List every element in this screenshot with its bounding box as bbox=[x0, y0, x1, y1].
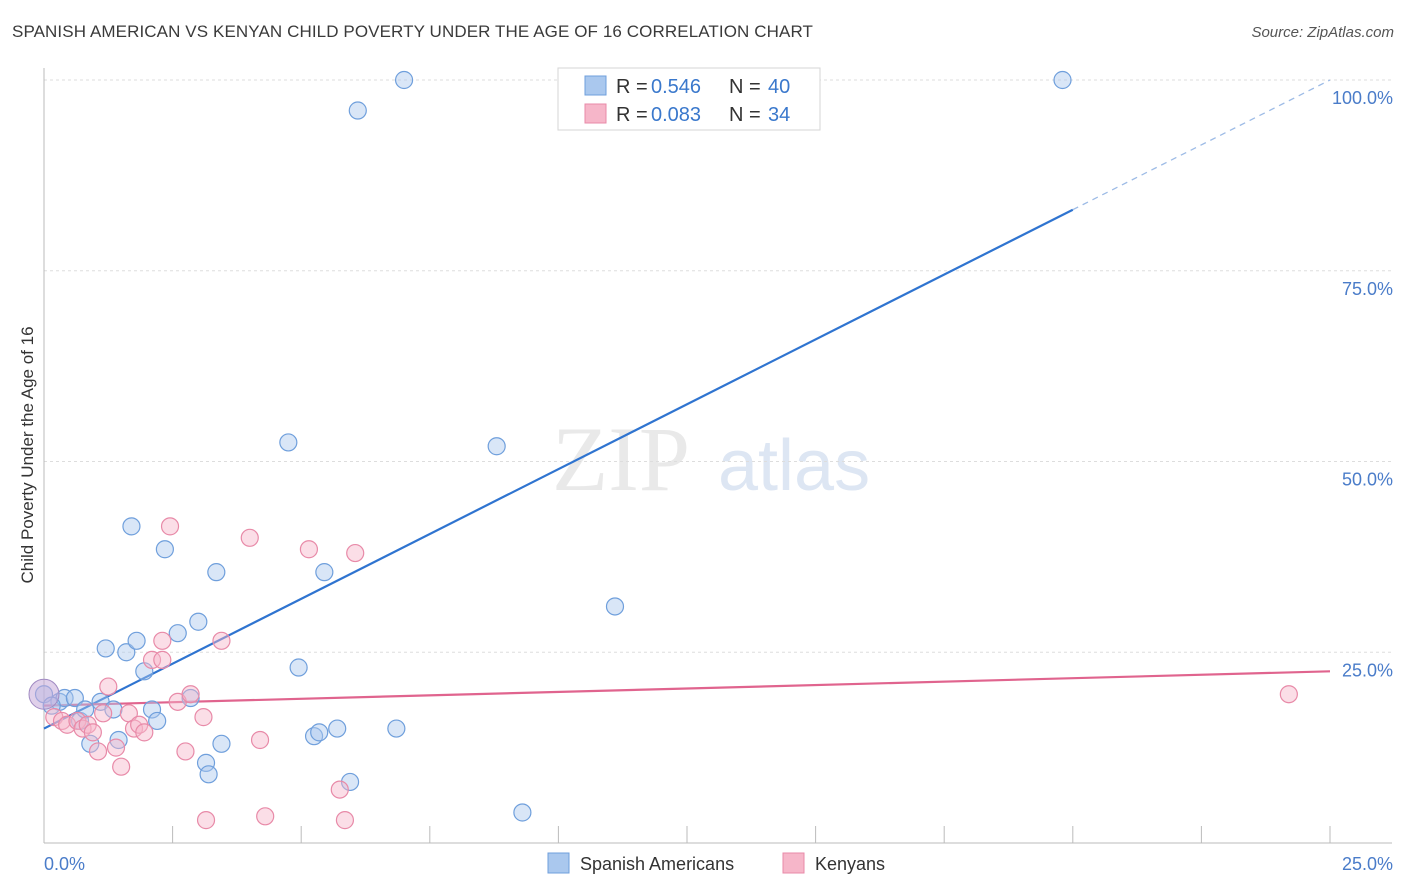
point-kenyans bbox=[194, 708, 213, 727]
legend-blue-swatch bbox=[584, 75, 607, 96]
legend-r-label-1: R = bbox=[616, 76, 648, 98]
chart-title: SPANISH AMERICAN VS KENYAN CHILD POVERTY… bbox=[12, 22, 813, 41]
point-spanish-americans bbox=[148, 711, 167, 731]
y-tick-label: 25.0% bbox=[1342, 660, 1393, 680]
watermark-atlas: atlas bbox=[718, 426, 870, 506]
point-spanish-americans bbox=[127, 631, 146, 650]
point-kenyans bbox=[256, 807, 275, 826]
x-tick-label: 0.0% bbox=[44, 854, 85, 874]
point-spanish-americans bbox=[207, 563, 226, 582]
point-spanish-americans bbox=[348, 101, 367, 120]
point-spanish-americans bbox=[212, 734, 231, 753]
point-spanish-americans bbox=[315, 563, 334, 582]
point-spanish-americans bbox=[387, 719, 406, 738]
y-tick-label: 50.0% bbox=[1342, 470, 1393, 490]
point-spanish-americans bbox=[605, 597, 625, 616]
legend-r-label-2: R = bbox=[616, 104, 648, 126]
point-kenyans bbox=[160, 517, 180, 536]
point-spanish-americans bbox=[340, 772, 360, 792]
point-spanish-americans bbox=[196, 753, 216, 772]
trend-line-kenyans bbox=[43, 670, 1331, 707]
point-kenyans bbox=[335, 811, 355, 830]
bottom-legend: Spanish Americans Kenyans bbox=[547, 852, 885, 874]
bottom-legend-pink-swatch bbox=[782, 852, 805, 874]
legend-n-label-1: N = bbox=[729, 76, 761, 98]
point-kenyans bbox=[346, 543, 365, 563]
data-points bbox=[28, 70, 1298, 830]
point-cluster bbox=[28, 678, 60, 710]
point-spanish-americans bbox=[199, 765, 218, 784]
point-spanish-americans bbox=[328, 719, 347, 738]
point-kenyans bbox=[299, 540, 319, 559]
point-spanish-americans bbox=[117, 643, 136, 662]
gridlines bbox=[44, 79, 1392, 653]
trend-line-spanish-americans bbox=[43, 208, 1074, 730]
point-spanish-americans bbox=[122, 517, 141, 536]
legend-n-value-1: 40 bbox=[768, 76, 790, 98]
point-kenyans bbox=[153, 631, 172, 650]
point-spanish-americans bbox=[81, 734, 100, 753]
point-spanish-americans bbox=[487, 437, 506, 456]
watermark-zip: ZIP bbox=[552, 408, 690, 510]
axes: 25.0% 50.0% 75.0% 100.0% 0.0% 25.0% bbox=[43, 68, 1393, 874]
point-kenyans bbox=[106, 738, 126, 757]
point-kenyans bbox=[83, 723, 102, 742]
point-spanish-americans bbox=[142, 700, 162, 719]
legend-n-value-2: 34 bbox=[768, 104, 790, 126]
legend: R = 0.546 N = 40 R = 0.083 N = 34 bbox=[557, 67, 821, 131]
bottom-legend-blue-swatch bbox=[547, 852, 570, 874]
y-axis-label: Child Poverty Under the Age of 16 bbox=[18, 326, 37, 583]
point-spanish-americans bbox=[1053, 70, 1072, 90]
point-kenyans bbox=[153, 650, 172, 669]
y-tick-label: 75.0% bbox=[1342, 279, 1393, 299]
point-spanish-americans bbox=[65, 688, 84, 708]
point-kenyans bbox=[212, 631, 231, 650]
point-kenyans bbox=[88, 742, 108, 761]
source-label: Source: ZipAtlas.com bbox=[1251, 24, 1394, 41]
point-spanish-americans bbox=[310, 723, 329, 742]
point-spanish-americans bbox=[289, 658, 308, 677]
legend-r-value-1: 0.546 bbox=[651, 76, 701, 98]
point-spanish-americans bbox=[279, 433, 298, 452]
point-spanish-americans bbox=[394, 70, 414, 90]
point-spanish-americans bbox=[155, 540, 174, 559]
point-kenyans bbox=[112, 757, 131, 776]
point-spanish-americans bbox=[513, 803, 532, 822]
point-kenyans bbox=[330, 780, 349, 799]
point-kenyans bbox=[94, 704, 113, 723]
point-kenyans bbox=[1279, 685, 1298, 704]
point-spanish-americans bbox=[189, 612, 208, 631]
point-kenyans bbox=[142, 650, 162, 669]
x-tick-label: 25.0% bbox=[1342, 854, 1393, 874]
point-spanish-americans bbox=[96, 639, 115, 658]
point-spanish-americans bbox=[168, 624, 187, 643]
point-kenyans bbox=[196, 811, 216, 830]
legend-n-label-2: N = bbox=[729, 104, 761, 126]
point-kenyans bbox=[135, 723, 154, 742]
point-kenyans bbox=[176, 742, 195, 761]
bottom-legend-kenyans: Kenyans bbox=[815, 854, 885, 874]
y-tick-label: 100.0% bbox=[1332, 88, 1393, 108]
point-kenyans bbox=[181, 685, 200, 704]
trend-line-spanish-americans-extension bbox=[1072, 79, 1331, 211]
legend-r-value-2: 0.083 bbox=[651, 104, 701, 126]
point-kenyans bbox=[58, 715, 77, 734]
point-spanish-americans bbox=[104, 700, 123, 719]
point-kenyans bbox=[99, 677, 118, 696]
trend-lines bbox=[43, 79, 1331, 730]
point-kenyans bbox=[240, 528, 259, 547]
bottom-legend-spanish: Spanish Americans bbox=[580, 854, 734, 874]
legend-pink-swatch bbox=[584, 103, 607, 124]
point-kenyans bbox=[250, 730, 270, 750]
